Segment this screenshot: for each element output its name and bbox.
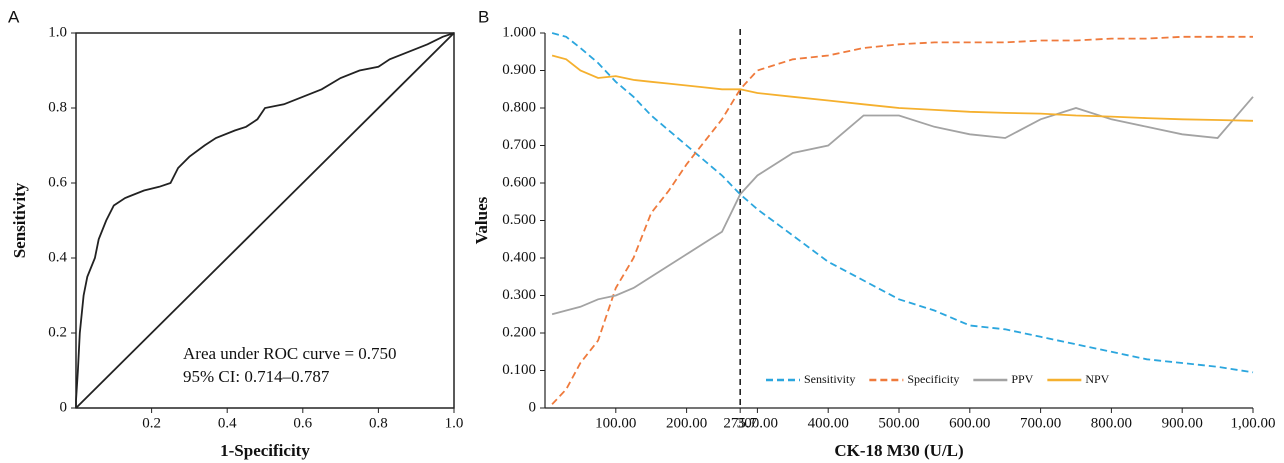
y-tick-label: 0.2 (48, 324, 67, 340)
y-tick-label: 0 (60, 399, 68, 415)
x-axis-label: CK-18 M30 (U/L) (834, 441, 963, 460)
panel-label: B (478, 7, 489, 26)
x-tick-label: 0.4 (218, 415, 237, 431)
y-tick-label: 0.8 (48, 99, 67, 115)
y-tick-label: 0.6 (48, 174, 67, 190)
x-tick-label: 300.00 (737, 415, 778, 431)
x-tick-label: 1,00.00 (1231, 415, 1276, 431)
x-tick-label: 0.2 (142, 415, 161, 431)
x-tick-label: 0.6 (293, 415, 312, 431)
series-line (551, 35, 1253, 405)
legend-label: NPV (1085, 372, 1109, 386)
y-tick-label: 1.0 (48, 24, 67, 40)
y-tick-label: 0.100 (502, 362, 536, 378)
plot-frame (75, 32, 455, 409)
x-tick-label: 900.00 (1162, 415, 1203, 431)
x-tick-label: 275.7 (723, 415, 757, 431)
y-tick-label: 0.400 (502, 249, 536, 265)
y-tick-label: 0.900 (502, 62, 536, 78)
y-tick-label: 0.700 (502, 137, 536, 153)
x-axis-label: 1-Specificity (220, 441, 310, 460)
y-tick-label: 0.800 (502, 99, 536, 115)
y-axis-label: Sensitivity (10, 182, 29, 258)
x-tick-label: 500.00 (878, 415, 919, 431)
x-tick-label: 700.00 (1020, 415, 1061, 431)
series-line (75, 32, 455, 408)
y-tick-label: 0.500 (502, 212, 536, 228)
x-tick-label: 200.00 (666, 415, 707, 431)
y-tick-label: 0 (529, 399, 537, 415)
reference-diagonal (75, 32, 455, 409)
legend-label: Sensitivity (804, 372, 855, 386)
series-line (551, 32, 1254, 374)
x-tick-label: 100.00 (595, 415, 636, 431)
legend-label: PPV (1011, 372, 1033, 386)
y-tick-label: 0.4 (48, 249, 67, 265)
x-tick-label: 1.0 (445, 415, 464, 431)
series-line (551, 96, 1254, 316)
y-tick-label: 0.600 (502, 174, 536, 190)
annotation: 95% CI: 0.714–0.787 (183, 367, 330, 386)
y-tick-label: 0.200 (502, 324, 536, 340)
annotation: Area under ROC curve = 0.750 (183, 344, 397, 363)
series-line (551, 54, 1254, 122)
y-tick-label: 1.000 (502, 24, 536, 40)
x-tick-label: 400.00 (808, 415, 849, 431)
x-tick-label: 0.8 (369, 415, 388, 431)
x-tick-label: 600.00 (949, 415, 990, 431)
panel-label: A (8, 7, 20, 26)
y-tick-label: 0.300 (502, 287, 536, 303)
y-axis-label: Values (472, 196, 491, 244)
legend-label: Specificity (907, 372, 959, 386)
x-tick-label: 800.00 (1091, 415, 1132, 431)
